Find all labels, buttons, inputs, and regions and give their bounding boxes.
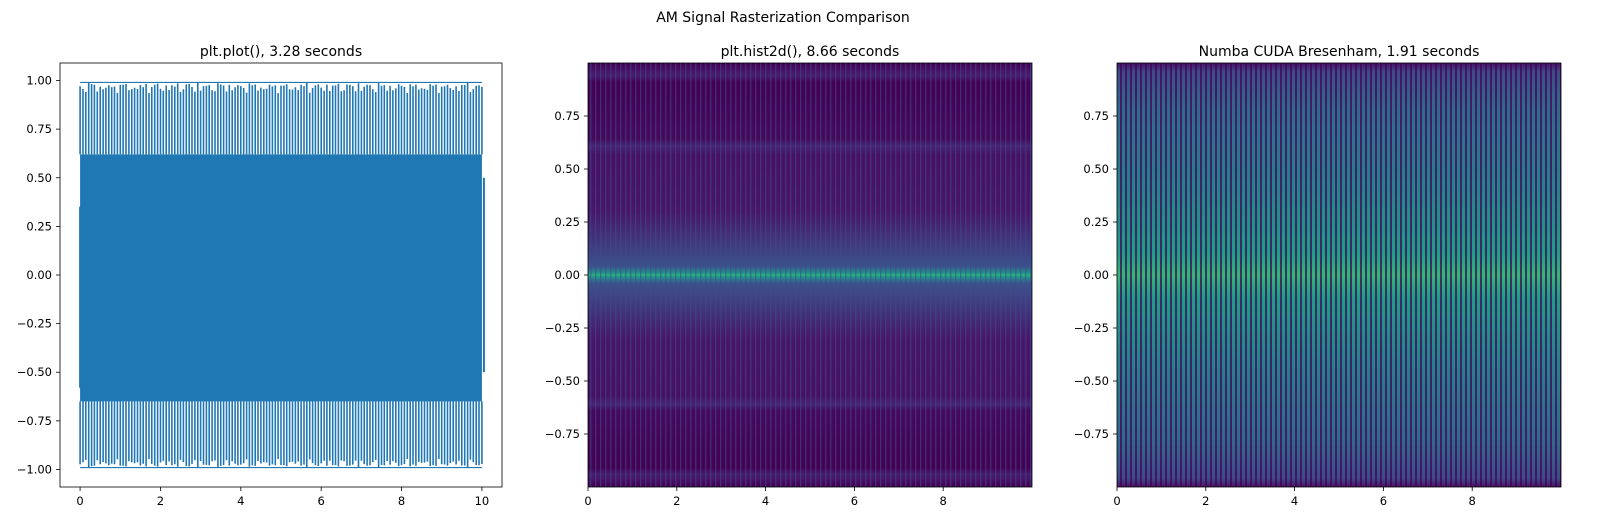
panel-hist2d-title: plt.hist2d(), 8.66 seconds — [721, 44, 900, 60]
y-tick-label: 0.75 — [1083, 109, 1109, 123]
x-tick-label: 4 — [762, 494, 769, 508]
y-tick-label: 0.25 — [554, 215, 580, 229]
x-tick-label: 0 — [1113, 494, 1120, 508]
heatmap-stripes — [1117, 63, 1561, 487]
x-tick-label: 6 — [318, 494, 325, 508]
y-tick-label: −0.25 — [545, 321, 580, 335]
x-tick-label: 2 — [673, 494, 680, 508]
y-tick-label: 0.50 — [554, 162, 580, 176]
y-tick-label: −0.75 — [545, 427, 580, 441]
y-tick-label: 1.00 — [26, 74, 52, 88]
y-tick-label: 0.75 — [554, 109, 580, 123]
x-tick-label: 6 — [1380, 494, 1387, 508]
panel-cuda-title: Numba CUDA Bresenham, 1.91 seconds — [1199, 44, 1480, 60]
y-tick-label: 0.50 — [26, 171, 52, 185]
x-tick-label: 6 — [851, 494, 858, 508]
x-tick-label: 0 — [76, 494, 83, 508]
x-tick-label: 2 — [1202, 494, 1209, 508]
y-tick-label: 0.75 — [26, 122, 52, 136]
panel-plot-title: plt.plot(), 3.28 seconds — [200, 44, 362, 60]
y-tick-label: −0.25 — [17, 317, 52, 331]
x-tick-label: 8 — [398, 494, 405, 508]
x-axis-ticks: 0 2 4 6 8 — [584, 487, 947, 508]
y-tick-label: 0.25 — [26, 219, 52, 233]
x-tick-label: 0 — [584, 494, 591, 508]
y-tick-label: −0.25 — [1074, 321, 1109, 335]
y-tick-label: 0.00 — [26, 268, 52, 282]
plot-area — [79, 81, 485, 469]
x-tick-label: 4 — [1291, 494, 1298, 508]
heatmap-stripes — [588, 63, 1032, 487]
y-tick-label: 0.50 — [1083, 162, 1109, 176]
x-axis-ticks: 0 2 4 6 8 — [1113, 487, 1476, 508]
y-tick-label: 0.00 — [554, 268, 580, 282]
x-tick-label: 4 — [237, 494, 244, 508]
panel-plot: plt.plot(), 3.28 seconds 0 2 4 6 8 10 −1.00 −0… — [17, 44, 503, 508]
figure-suptitle: AM Signal Rasterization Comparison — [656, 10, 910, 26]
y-tick-label: 0.00 — [1083, 268, 1109, 282]
x-tick-label: 2 — [157, 494, 164, 508]
y-tick-label: −0.75 — [17, 414, 52, 428]
panel-cuda: Numba CUDA Bresenham, 1.91 seconds 0 2 4 6 8… — [1074, 44, 1562, 508]
y-tick-label: −0.50 — [545, 374, 580, 388]
x-axis-ticks: 0 2 4 6 8 10 — [76, 487, 489, 508]
y-axis-ticks: −0.75 −0.50 −0.25 0.00 0.25 0.50 0.75 — [1074, 109, 1117, 441]
x-tick-label: 8 — [1469, 494, 1476, 508]
y-tick-label: −0.50 — [17, 365, 52, 379]
dense-signal-band — [80, 154, 482, 402]
y-tick-label: 0.25 — [1083, 215, 1109, 229]
y-tick-label: −1.00 — [17, 462, 52, 476]
signal-line — [79, 81, 485, 469]
signal-envelope — [79, 82, 483, 468]
y-tick-label: −0.50 — [1074, 374, 1109, 388]
x-tick-label: 8 — [940, 494, 947, 508]
y-axis-ticks: −1.00 −0.75 −0.50 −0.25 0.00 0.25 0.50 0.75 1.00 — [17, 74, 60, 476]
x-tick-label: 10 — [475, 494, 490, 508]
y-tick-label: −0.75 — [1074, 427, 1109, 441]
y-axis-ticks: −0.75 −0.50 −0.25 0.00 0.25 0.50 0.75 — [545, 109, 588, 441]
